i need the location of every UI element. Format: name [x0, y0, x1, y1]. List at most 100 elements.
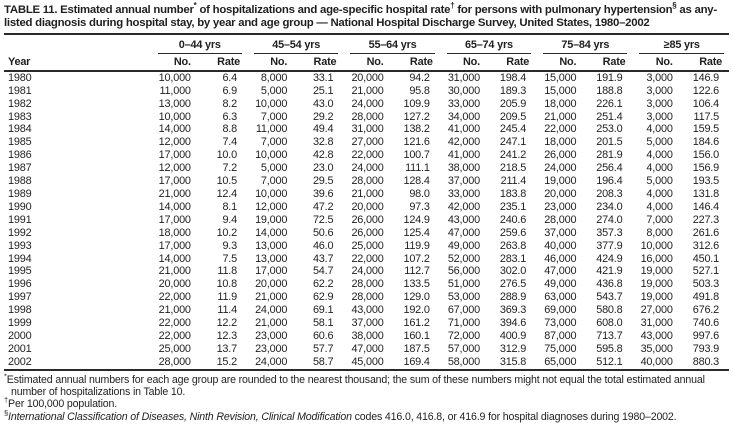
no-cell: 5,000	[260, 162, 288, 175]
rate-cell: 128.4	[403, 175, 430, 188]
rate-cell: 60.6	[312, 329, 334, 342]
no-cell: 16,000	[640, 252, 673, 265]
no-cell: 42,000	[447, 136, 480, 149]
no-cell: 87,000	[544, 329, 577, 342]
table-row: 1983 10,000 6.3 7,000 29.2 28,000 127.2 34,000 2…	[4, 111, 729, 124]
no-cell: 26,000	[351, 226, 384, 239]
year-cell: 1984	[8, 123, 32, 136]
no-cell: 5,000	[260, 84, 288, 97]
no-cell: 24,000	[255, 355, 288, 368]
table-row: 1998 21,000 11.4 24,000 69.1 43,000 192.0 67,00…	[4, 304, 729, 317]
no-cell: 28,000	[351, 110, 384, 123]
rate-cell: 251.4	[596, 110, 623, 123]
no-cell: 33,000	[447, 97, 480, 110]
no-cell: 12,000	[158, 162, 191, 175]
no-cell: 7,000	[260, 175, 288, 188]
rate-cell: 193.5	[692, 175, 719, 188]
no-cell: 24,000	[544, 162, 577, 175]
table-row: 1981 11,000 6.9 5,000 25.1 21,000 95.8 30,000 18…	[4, 85, 729, 98]
no-cell: 28,000	[158, 355, 191, 368]
no-cell: 52,000	[447, 252, 480, 265]
age-group-label: 0–44 yrs	[157, 38, 242, 54]
rate-cell: 9.3	[222, 239, 237, 252]
no-cell: 22,000	[158, 329, 191, 342]
no-cell: 4,000	[646, 162, 673, 175]
rate-cell: 106.4	[692, 97, 719, 110]
no-cell: 51,000	[447, 278, 480, 291]
rate-cell: 436.8	[596, 278, 623, 291]
rate-cell: 8.2	[222, 97, 237, 110]
no-cell: 4,000	[646, 149, 673, 162]
no-cell: 10,000	[158, 110, 191, 123]
no-cell: 19,000	[640, 291, 673, 304]
rate-cell: 11.9	[217, 291, 237, 304]
no-cell: 41,000	[447, 149, 480, 162]
rate-cell: 491.8	[692, 291, 719, 304]
no-cell: 37,000	[544, 226, 577, 239]
no-cell: 40,000	[640, 355, 673, 368]
rate-cell: 50.6	[312, 226, 334, 239]
rate-cell: 245.4	[499, 123, 527, 136]
no-cell: 38,000	[447, 162, 480, 175]
rate-cell: 156.9	[692, 162, 719, 175]
rate-cell: 234.0	[596, 200, 623, 213]
rate-cell: 253.0	[596, 123, 623, 136]
rate-cell: 29.2	[312, 110, 334, 123]
rate-cell: 98.0	[409, 187, 430, 200]
no-cell: 72,000	[447, 329, 480, 342]
year-cell: 1990	[8, 200, 32, 213]
no-cell: 19,000	[544, 175, 577, 188]
rate-cell: 259.6	[499, 226, 527, 239]
no-cell: 19,000	[640, 278, 673, 291]
rate-cell: 13.7	[216, 342, 238, 355]
no-cell: 11,000	[159, 84, 191, 97]
no-cell: 47,000	[447, 226, 480, 239]
no-cell: 57,000	[447, 342, 480, 355]
age-group-header-row: 0–44 yrs 45–54 yrs 55–64 yrs 65–74 yrs 7…	[4, 35, 729, 54]
year-cell: 1980	[8, 71, 32, 84]
no-cell: 10,000	[255, 149, 288, 162]
rate-cell: 527.1	[692, 265, 719, 278]
rate-cell: 72.5	[312, 213, 334, 226]
no-cell: 43,000	[640, 329, 673, 342]
footnote-italic: International Classification of Diseases…	[8, 410, 352, 423]
year-cell: 1997	[8, 291, 32, 304]
no-cell: 26,000	[351, 213, 384, 226]
no-column-header: No.	[536, 53, 589, 72]
table-row: 1984 14,000 8.8 11,000 49.4 31,000 138.2 41,000…	[4, 123, 729, 136]
rate-cell: 10.5	[216, 175, 238, 188]
rate-cell: 503.3	[692, 278, 719, 291]
table-title: TABLE 11. Estimated annual number* of ho…	[4, 2, 729, 35]
no-cell: 17,000	[158, 239, 191, 252]
year-cell: 1983	[8, 110, 32, 123]
dagger-footnote-marker: †	[4, 395, 9, 405]
no-cell: 37,000	[351, 317, 384, 330]
rate-cell: 6.9	[222, 84, 237, 97]
rate-column-header: Rate	[684, 53, 729, 72]
no-cell: 43,000	[447, 213, 480, 226]
rate-cell: 209.5	[499, 110, 527, 123]
rate-cell: 112.7	[404, 265, 430, 278]
title-text: for persons with pulmonary hypertension	[454, 4, 673, 16]
title-text: as any-listed diagnosis during hospital …	[4, 4, 717, 30]
rate-cell: 196.4	[596, 175, 623, 188]
no-cell: 31,000	[351, 123, 384, 136]
age-group-header-0-44: 0–44 yrs	[151, 35, 247, 54]
year-cell: 1982	[8, 97, 32, 110]
no-cell: 28,000	[351, 175, 384, 188]
no-cell: 20,000	[544, 187, 577, 200]
no-cell: 15,000	[544, 71, 577, 84]
no-cell: 19,000	[255, 213, 288, 226]
rate-cell: 288.9	[499, 291, 527, 304]
no-cell: 26,000	[544, 149, 577, 162]
rate-cell: 25.1	[312, 84, 334, 97]
year-cell: 1986	[8, 149, 32, 162]
rate-cell: 302.0	[499, 265, 527, 278]
no-cell: 30,000	[447, 84, 480, 97]
rate-cell: 8.8	[222, 123, 237, 136]
rate-cell: 543.7	[596, 291, 623, 304]
age-group-header-55-64: 55–64 yrs	[343, 35, 439, 54]
rate-cell: 107.2	[403, 252, 430, 265]
no-cell: 21,000	[351, 187, 384, 200]
no-cell: 23,000	[544, 200, 577, 213]
